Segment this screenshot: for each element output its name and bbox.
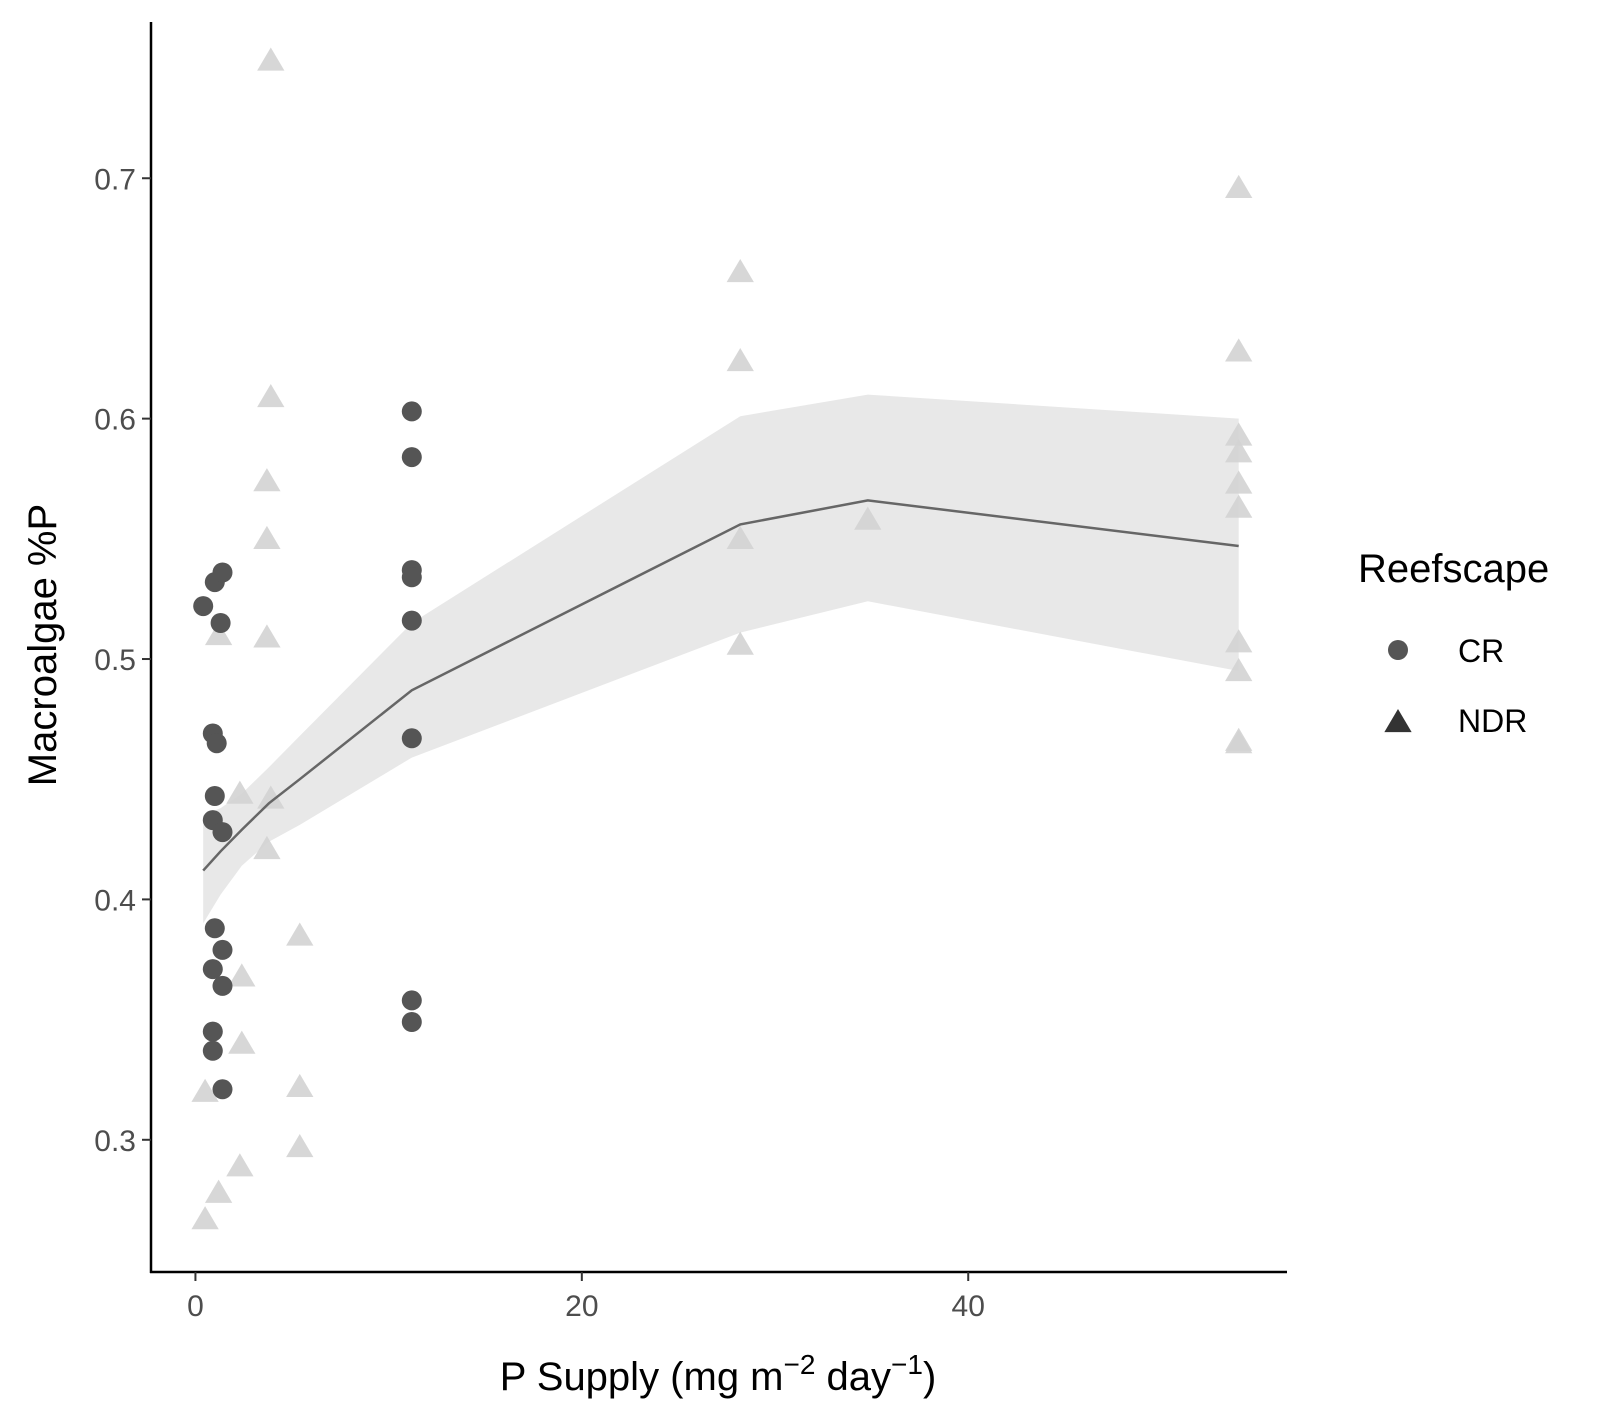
confidence-ribbon bbox=[203, 394, 1239, 924]
ndr-point-16 bbox=[286, 1073, 314, 1098]
ndr-point-11 bbox=[226, 1153, 254, 1177]
ndr-point-7 bbox=[204, 621, 233, 646]
cr-point-17 bbox=[401, 447, 422, 468]
ndr-point-3 bbox=[253, 525, 281, 549]
cr-point-12 bbox=[212, 975, 233, 996]
ndr-point-4 bbox=[253, 624, 281, 648]
y-tick-label-0.3: 0.3 bbox=[94, 1125, 136, 1158]
ndr-point-5 bbox=[257, 785, 285, 809]
cr-point-22 bbox=[401, 990, 422, 1011]
ndr-point-29 bbox=[1225, 629, 1253, 653]
y-tick-label-0.6: 0.6 bbox=[94, 404, 136, 437]
cr-points bbox=[193, 401, 422, 1100]
legend-items: CR NDR bbox=[1384, 633, 1527, 739]
x-axis-title-sup1: −2 bbox=[784, 1349, 816, 1380]
cr-point-10 bbox=[212, 939, 233, 960]
ndr-point-12 bbox=[204, 1179, 233, 1203]
legend-key-cr bbox=[1388, 640, 1408, 660]
ndr-point-10 bbox=[228, 1030, 256, 1054]
ndr-point-15 bbox=[286, 922, 314, 946]
legend-label-ndr: NDR bbox=[1458, 703, 1527, 739]
x-axis-title-sup2: −1 bbox=[891, 1349, 923, 1380]
ndr-point-14 bbox=[191, 1206, 219, 1230]
ndr-point-8 bbox=[226, 780, 254, 804]
cr-point-3 bbox=[210, 613, 231, 633]
legend-title: Reefscape bbox=[1358, 547, 1549, 591]
cr-point-0 bbox=[193, 596, 214, 617]
legend-label-cr: CR bbox=[1458, 633, 1504, 669]
cr-point-23 bbox=[401, 1012, 422, 1032]
cr-point-16 bbox=[401, 401, 422, 422]
ndr-point-30 bbox=[1225, 658, 1253, 682]
x-ticks: 0 20 40 bbox=[187, 1272, 985, 1323]
x-tick-label-0: 0 bbox=[187, 1290, 204, 1323]
ndr-point-13 bbox=[191, 1078, 219, 1102]
legend-key-ndr bbox=[1384, 709, 1412, 733]
ndr-point-27 bbox=[1225, 470, 1253, 494]
y-tick-label-0.7: 0.7 bbox=[94, 163, 136, 196]
cr-point-21 bbox=[401, 728, 422, 749]
ndr-points bbox=[191, 47, 1253, 1230]
cr-point-2 bbox=[212, 562, 233, 583]
plot-panel bbox=[191, 47, 1253, 1230]
cr-point-11 bbox=[202, 959, 223, 980]
ndr-point-22 bbox=[854, 506, 882, 530]
ndr-point-17 bbox=[286, 1134, 314, 1158]
ndr-point-18 bbox=[726, 259, 754, 283]
fit-line bbox=[202, 499, 1239, 872]
cr-point-5 bbox=[206, 733, 227, 754]
x-tick-label-40: 40 bbox=[952, 1290, 985, 1323]
y-axis-title: Macroalgae %P bbox=[21, 504, 65, 786]
cr-point-15 bbox=[212, 1079, 233, 1100]
ndr-point-6 bbox=[253, 835, 281, 860]
ndr-point-25 bbox=[1225, 422, 1253, 446]
x-tick-label-20: 20 bbox=[565, 1290, 598, 1323]
ndr-point-23 bbox=[1225, 174, 1253, 199]
x-axis-title-end: ) bbox=[923, 1355, 936, 1399]
cr-point-20 bbox=[401, 610, 422, 631]
ndr-point-32 bbox=[1225, 730, 1253, 754]
x-axis-title-base: P Supply (mg m bbox=[500, 1355, 784, 1399]
ndr-point-9 bbox=[228, 963, 256, 987]
y-tick-label-0.4: 0.4 bbox=[94, 884, 136, 917]
ndr-point-2 bbox=[253, 468, 281, 492]
ndr-point-1 bbox=[257, 384, 285, 408]
cr-point-9 bbox=[204, 918, 225, 939]
legend: Reefscape CR NDR bbox=[1358, 547, 1549, 739]
ndr-point-0 bbox=[257, 47, 285, 71]
x-axis-title: P Supply (mg m−2 day−1) bbox=[500, 1349, 937, 1399]
y-ticks: 0.3 0.4 0.5 0.6 0.7 bbox=[94, 163, 151, 1158]
ndr-point-26 bbox=[1225, 439, 1253, 463]
cr-point-6 bbox=[204, 786, 225, 806]
cr-point-13 bbox=[202, 1021, 223, 1042]
y-tick-label-0.5: 0.5 bbox=[94, 644, 136, 677]
ndr-point-21 bbox=[726, 631, 754, 655]
cr-point-14 bbox=[202, 1040, 223, 1061]
ndr-point-24 bbox=[1225, 338, 1253, 362]
cr-point-19 bbox=[401, 567, 422, 588]
ndr-point-20 bbox=[726, 525, 754, 549]
cr-point-8 bbox=[212, 822, 233, 843]
ndr-point-19 bbox=[726, 347, 754, 372]
x-axis-title-mid: day bbox=[815, 1355, 891, 1399]
axes: 0 20 40 0.3 0.4 0.5 0.6 0.7 bbox=[94, 22, 1287, 1323]
ndr-point-28 bbox=[1225, 494, 1253, 518]
